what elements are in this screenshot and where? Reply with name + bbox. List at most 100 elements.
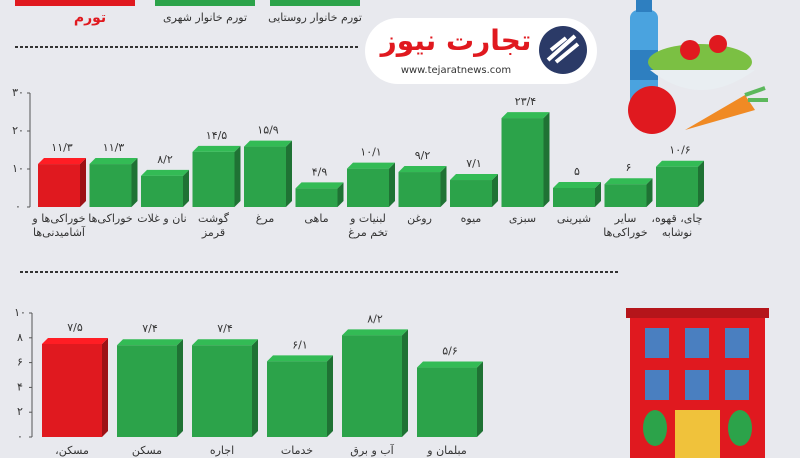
bar — [244, 146, 286, 207]
bar-side — [80, 158, 86, 207]
bar-side — [286, 140, 292, 207]
y-tick-label: ۸ — [17, 331, 23, 344]
bar — [89, 164, 132, 207]
bar — [553, 188, 595, 207]
bar-top — [347, 162, 395, 169]
legend-swatch — [15, 0, 135, 6]
bar-side — [543, 112, 550, 207]
value-label: ۶ — [626, 161, 632, 174]
category-label: خوراکی‌ها — [88, 212, 133, 225]
bar-top — [141, 169, 189, 176]
bar-top — [244, 140, 292, 147]
value-label: ۴/۹ — [312, 165, 328, 178]
bar — [604, 184, 647, 207]
building-illustration — [626, 308, 769, 458]
legend-label: تورم — [74, 10, 106, 26]
value-label: ۲۳/۴ — [515, 95, 537, 108]
bar-side — [337, 182, 344, 207]
y-tick-label: ۶ — [17, 356, 23, 369]
bar-side — [698, 160, 704, 207]
bar-top — [553, 182, 601, 188]
bar — [398, 172, 441, 207]
category-label: لبنیات و تخم مرغ — [348, 212, 388, 239]
bar-top — [42, 338, 108, 344]
bar-top — [342, 329, 408, 336]
legend-label: تورم خانوار روستایی — [268, 11, 362, 24]
bar-side — [177, 339, 183, 437]
category-label: سبزی — [508, 212, 537, 225]
value-label: ۱۵/۹ — [257, 124, 279, 137]
y-tick-label: ۴ — [17, 380, 23, 393]
category-label: مسکن — [131, 444, 163, 457]
category-label: مبلمان و — [427, 444, 467, 457]
category-label: شیرینی — [556, 212, 592, 225]
value-label: ۷/۵ — [67, 321, 83, 334]
y-tick-label: ۲۰ — [12, 124, 24, 137]
bar — [417, 367, 477, 437]
bar — [267, 361, 327, 437]
category-label: چای، قهوه، نوشابه — [651, 212, 703, 239]
value-label: ۶/۱ — [292, 338, 308, 351]
y-tick-label: ۱۰ — [12, 162, 24, 175]
value-label: ۷/۴ — [217, 322, 233, 335]
bar-top — [295, 182, 344, 189]
category-label: آب و برق — [350, 444, 394, 457]
category-label: نان و غلات — [137, 212, 187, 225]
bar-side — [440, 166, 447, 207]
category-label: مسکن، — [55, 444, 89, 457]
bar-top — [192, 145, 241, 152]
y-tick-label: ۰ — [15, 200, 21, 213]
value-label: ۱۱/۳ — [103, 141, 125, 154]
y-tick-label: ۰ — [17, 430, 23, 443]
bar-side — [183, 169, 189, 207]
category-label: خوراکی‌ها و آشامیدنی‌ها — [32, 212, 86, 239]
category-label: گوشت قرمز — [198, 212, 229, 239]
y-tick-label: ۲ — [17, 405, 23, 418]
value-label: ۱۱/۳ — [51, 141, 73, 154]
value-label: ۵/۶ — [442, 345, 458, 358]
bar-side — [102, 338, 108, 437]
bar-top — [450, 174, 498, 181]
value-label: ۸/۲ — [157, 153, 173, 166]
category-label: ماهی — [304, 212, 329, 225]
bar — [141, 175, 183, 207]
bar — [38, 164, 80, 207]
bar-top — [267, 355, 333, 362]
bar-top — [38, 158, 86, 165]
logo-url: www.tejaratnews.com — [401, 65, 511, 76]
bar-top — [501, 112, 550, 119]
bar-side — [492, 174, 498, 207]
legend-swatch — [155, 0, 255, 6]
bar — [347, 168, 389, 207]
category-label: سایر خوراکی‌ها — [603, 212, 648, 239]
bar-side — [595, 182, 601, 207]
bar-top — [604, 178, 653, 185]
bar-top — [89, 158, 138, 165]
value-label: ۹/۲ — [415, 149, 431, 162]
value-label: ۱۴/۵ — [206, 129, 228, 142]
bar — [501, 118, 544, 207]
bar — [192, 151, 235, 207]
bar — [192, 345, 252, 437]
logo: تجارت نیوز www.tejaratnews.com — [365, 18, 597, 84]
bar — [656, 166, 698, 207]
bar-top — [656, 160, 704, 167]
bar — [117, 345, 177, 437]
bar — [450, 180, 492, 207]
bar — [342, 335, 402, 437]
y-tick-label: ۱۰ — [14, 306, 26, 319]
bar-side — [402, 329, 408, 437]
value-label: ۷/۴ — [142, 322, 158, 335]
bar-side — [646, 178, 653, 207]
bar-side — [252, 339, 258, 437]
category-label: مرغ — [255, 212, 275, 225]
value-label: ۷/۱ — [466, 157, 482, 170]
bar-top — [398, 166, 447, 173]
logo-text: تجارت نیوز — [379, 24, 532, 57]
value-label: ۱۰/۱ — [360, 146, 381, 159]
category-label: روغن — [407, 212, 432, 225]
bar-side — [131, 158, 138, 207]
bar-side — [477, 361, 483, 437]
